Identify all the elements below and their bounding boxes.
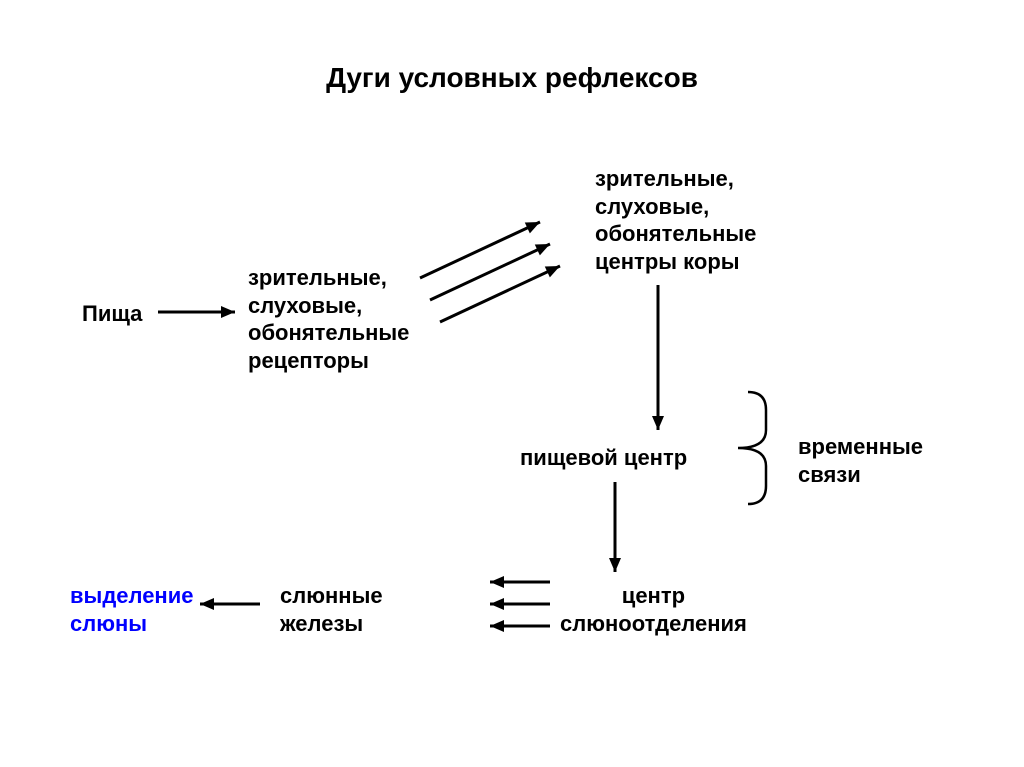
node-food: Пища [82,300,142,328]
diagram-stage: Дуги условных рефлексов Пища зрительные,… [0,0,1024,767]
node-food-center: пищевой центр [520,444,687,472]
node-saliva-output: выделение слюны [70,582,193,637]
arrows-layer [0,0,1024,767]
node-temporary-links: временные связи [798,433,923,488]
node-receptors: зрительные, слуховые, обонятельные рецеп… [248,264,409,374]
node-salivation-center: центр слюноотделения [560,582,747,637]
node-salivary-glands: слюнные железы [280,582,383,637]
diagram-title: Дуги условных рефлексов [0,62,1024,94]
node-cortex-centers: зрительные, слуховые, обонятельные центр… [595,165,756,275]
